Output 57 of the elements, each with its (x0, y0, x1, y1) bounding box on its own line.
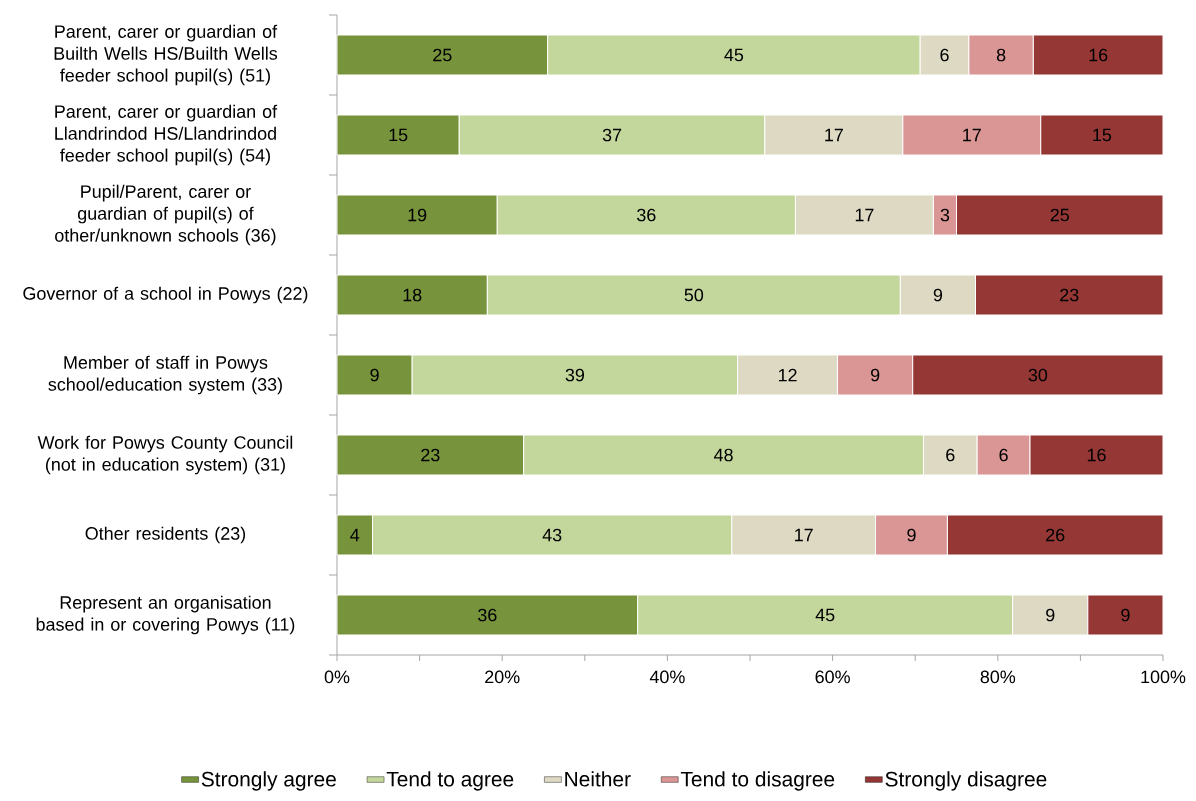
data-label: 8 (996, 48, 1006, 62)
data-label: 37 (602, 128, 622, 142)
data-label: 18 (403, 288, 422, 302)
data-label: 50 (684, 288, 704, 302)
legend-label: Tend to disagree (680, 771, 835, 791)
y-tick-label: Parent, carer or guardian of Llandrindod HS/Llandrindod feeder school pupil(s) (54) (55, 104, 278, 166)
data-label: 6 (940, 48, 949, 62)
data-label: 17 (825, 128, 843, 142)
y-tick-label: Other residents (23) (85, 526, 246, 544)
data-label: 9 (907, 528, 916, 542)
y-tick-label: Represent an organisation based in or covering Powys (11) (36, 595, 295, 635)
data-label: 17 (855, 208, 874, 222)
data-label: 4 (350, 528, 360, 542)
data-label: 15 (1093, 128, 1112, 142)
data-label: 45 (724, 48, 744, 62)
data-label: 9 (1121, 608, 1130, 622)
y-tick-label: Member of staff in Powys school/education system (33) (48, 355, 282, 395)
data-label: 16 (1087, 448, 1106, 462)
data-label: 15 (389, 128, 408, 142)
legend-label: Tend to agree (386, 771, 514, 791)
data-label: 45 (815, 608, 835, 622)
y-tick-label: Parent, carer or guardian of Builth Wells HS/Builth Wells feeder school pupil(s) (51) (54, 24, 278, 86)
data-label: 3 (940, 208, 950, 222)
data-label: 23 (1060, 288, 1079, 302)
y-tick-label: Governor of a school in Powys (22) (23, 286, 308, 304)
x-tick-label: 60% (815, 670, 850, 684)
data-label: 25 (433, 48, 452, 62)
data-label: 9 (1046, 608, 1055, 622)
data-label: 19 (408, 208, 427, 222)
data-label: 6 (946, 448, 955, 462)
legend-label: Strongly agree (201, 771, 336, 791)
data-label: 25 (1050, 208, 1069, 222)
data-label: 9 (933, 288, 943, 302)
data-label: 23 (421, 448, 440, 462)
data-label: 36 (637, 208, 656, 222)
data-label: 16 (1089, 48, 1108, 62)
data-label: 36 (478, 608, 497, 622)
data-label: 6 (999, 448, 1008, 462)
data-label: 30 (1028, 368, 1048, 382)
data-label: 17 (963, 128, 981, 142)
legend-label: Neither (565, 771, 631, 787)
data-label: 43 (542, 528, 562, 542)
x-tick-label: 100% (1141, 670, 1186, 684)
y-tick-label: Work for Powys County Council (not in education system) (31) (37, 435, 293, 475)
data-label: 9 (871, 368, 880, 382)
y-tick-label: Pupil/Parent, carer or guardian of pupil(s) of other/unknown schools (36) (55, 184, 276, 246)
x-tick-label: 20% (485, 670, 520, 684)
data-label: 26 (1046, 528, 1065, 542)
data-label: 48 (714, 448, 733, 462)
x-tick-label: 80% (980, 670, 1016, 684)
data-label: 39 (565, 368, 585, 382)
data-label: 9 (370, 368, 379, 382)
data-label: 12 (778, 368, 797, 382)
data-label: 17 (795, 528, 813, 542)
x-tick-label: 0% (324, 670, 350, 684)
legend-label: Strongly disagree (885, 771, 1047, 791)
x-tick-label: 40% (649, 670, 685, 684)
